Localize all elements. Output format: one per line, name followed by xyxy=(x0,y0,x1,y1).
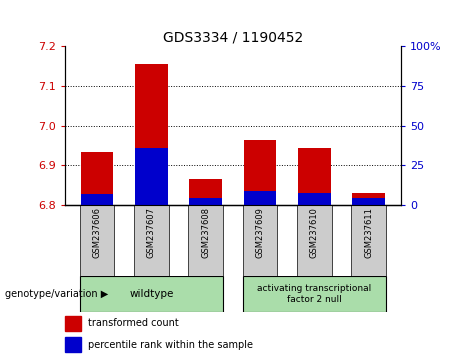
Bar xyxy=(298,148,331,205)
Text: GSM237606: GSM237606 xyxy=(93,207,101,258)
Bar xyxy=(297,205,331,276)
Bar xyxy=(80,205,114,276)
Title: GDS3334 / 1190452: GDS3334 / 1190452 xyxy=(163,31,303,45)
Bar xyxy=(135,148,168,205)
Text: genotype/variation ▶: genotype/variation ▶ xyxy=(5,289,108,299)
Bar xyxy=(351,205,386,276)
Bar xyxy=(298,193,331,205)
Text: GSM237608: GSM237608 xyxy=(201,207,210,258)
Text: percentile rank within the sample: percentile rank within the sample xyxy=(88,339,253,350)
Bar xyxy=(135,64,168,205)
Text: GSM237610: GSM237610 xyxy=(310,207,319,258)
Bar xyxy=(65,337,81,352)
Text: activating transcriptional
factor 2 null: activating transcriptional factor 2 null xyxy=(257,284,372,303)
Bar xyxy=(242,276,386,312)
Bar xyxy=(189,198,222,205)
Bar xyxy=(65,316,81,331)
Bar xyxy=(189,179,222,205)
Bar xyxy=(80,276,223,312)
Bar xyxy=(81,152,113,205)
Bar xyxy=(81,194,113,205)
Text: GSM237609: GSM237609 xyxy=(255,207,265,258)
Text: GSM237611: GSM237611 xyxy=(364,207,373,258)
Bar xyxy=(242,205,278,276)
Bar xyxy=(188,205,223,276)
Bar xyxy=(352,193,385,205)
Text: transformed count: transformed count xyxy=(88,318,178,329)
Bar xyxy=(134,205,169,276)
Text: wildtype: wildtype xyxy=(129,289,174,299)
Bar xyxy=(352,198,385,205)
Bar xyxy=(244,190,276,205)
Bar xyxy=(244,139,276,205)
Text: GSM237607: GSM237607 xyxy=(147,207,156,258)
